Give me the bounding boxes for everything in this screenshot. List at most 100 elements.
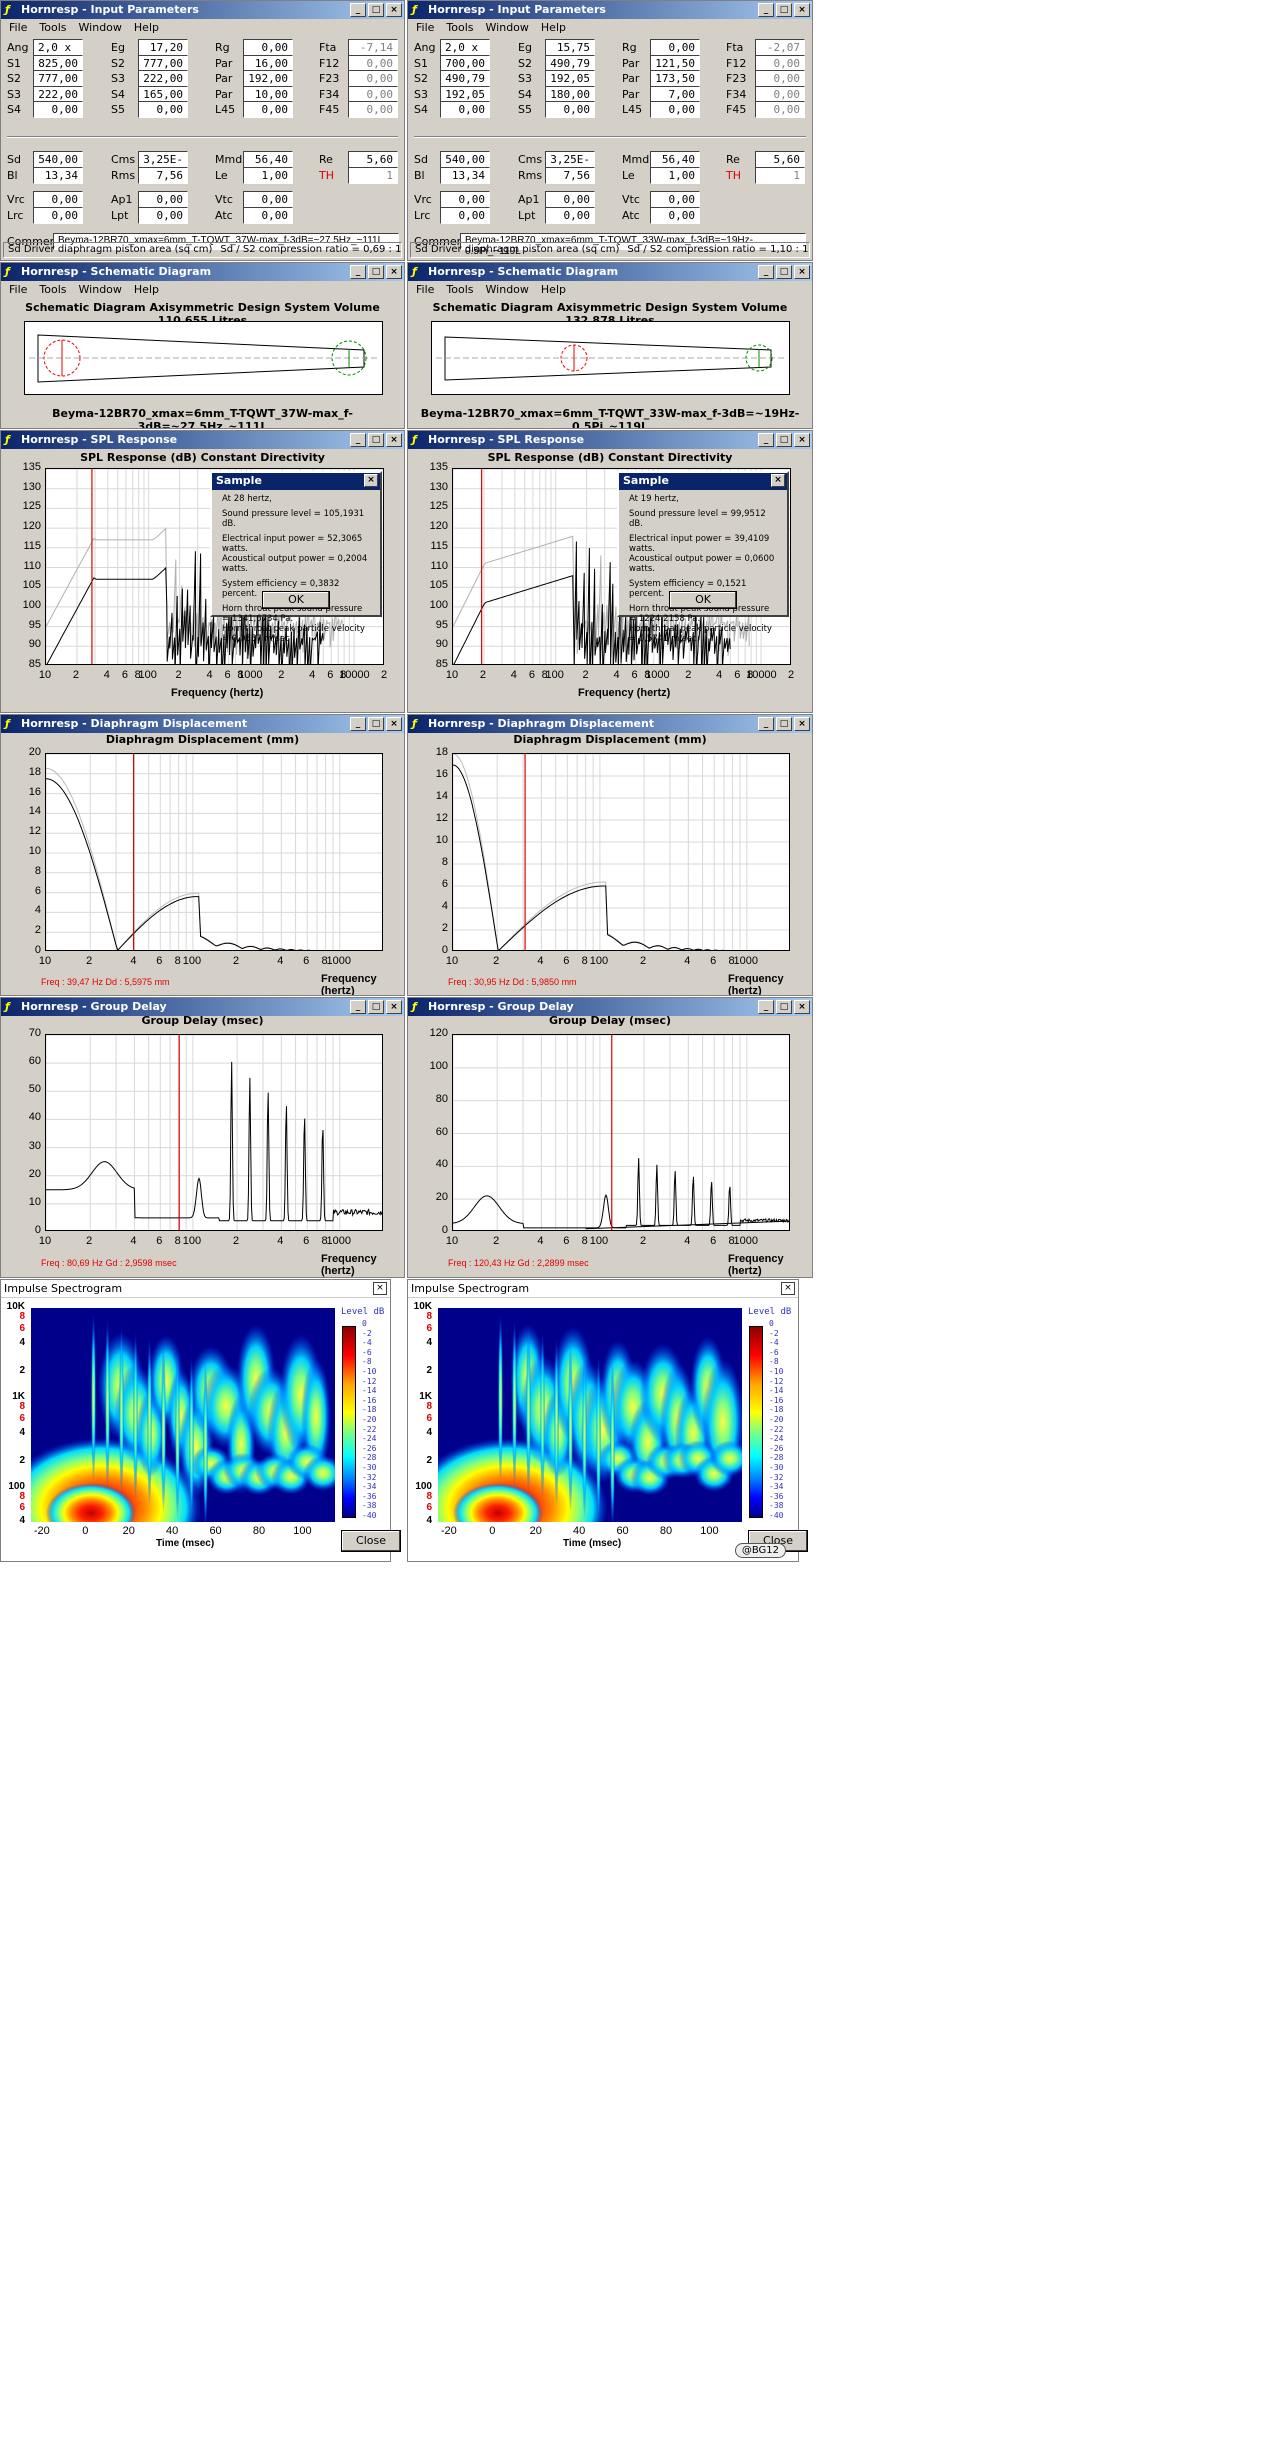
field-par3[interactable]: 10,00 xyxy=(243,85,293,103)
field-mmd[interactable]: 56,40 xyxy=(243,151,293,168)
ok-button[interactable]: OK xyxy=(262,591,330,609)
menu-window[interactable]: Window xyxy=(78,21,122,34)
field-l45[interactable]: 0,00 xyxy=(243,101,293,118)
field-s4a[interactable]: 180,00 xyxy=(545,85,595,103)
field-bl[interactable]: 13,34 xyxy=(440,166,490,184)
close-button[interactable]: × xyxy=(386,3,402,17)
field-par2[interactable]: 173,50 xyxy=(650,70,700,87)
minimize-button[interactable]: _ xyxy=(350,433,366,447)
field-f45[interactable]: 0,00 xyxy=(755,101,805,118)
menu-file[interactable]: File xyxy=(416,283,435,296)
field-par2[interactable]: 192,00 xyxy=(243,70,293,87)
menu-tools[interactable]: Tools xyxy=(446,21,474,34)
close-button[interactable]: × xyxy=(386,1000,402,1014)
field-par1[interactable]: 16,00 xyxy=(243,54,293,72)
maximize-button[interactable]: □ xyxy=(368,1000,384,1014)
field-th[interactable]: 1 xyxy=(755,166,805,184)
menu-help[interactable]: Help xyxy=(540,283,566,296)
field-lrc[interactable]: 0,00 xyxy=(440,206,490,224)
menu-tools[interactable]: Tools xyxy=(39,283,67,296)
field-re[interactable]: 5,60 xyxy=(755,151,805,168)
field-eg[interactable]: 17,20 xyxy=(138,39,188,56)
field-rms[interactable]: 7,56 xyxy=(545,166,595,184)
field-eg[interactable]: 15,75 xyxy=(545,39,595,56)
field-lpt[interactable]: 0,00 xyxy=(545,206,595,224)
field-s3[interactable]: 192,05 xyxy=(440,85,490,103)
minimize-button[interactable]: _ xyxy=(758,265,774,279)
field-f34[interactable]: 0,00 xyxy=(348,85,398,103)
field-s1[interactable]: 700,00 xyxy=(440,54,490,72)
field-vrc[interactable]: 0,00 xyxy=(440,191,490,208)
minimize-button[interactable]: _ xyxy=(758,433,774,447)
maximize-button[interactable]: □ xyxy=(776,433,792,447)
minimize-button[interactable]: _ xyxy=(350,3,366,17)
field-s3[interactable]: 222,00 xyxy=(33,85,83,103)
menu-file[interactable]: File xyxy=(9,283,28,296)
menu-window[interactable]: Window xyxy=(485,21,529,34)
menu-window[interactable]: Window xyxy=(485,283,529,296)
maximize-button[interactable]: □ xyxy=(776,265,792,279)
field-rms[interactable]: 7,56 xyxy=(138,166,188,184)
field-vtc[interactable]: 0,00 xyxy=(650,191,700,208)
field-s4a[interactable]: 165,00 xyxy=(138,85,188,103)
field-l45[interactable]: 0,00 xyxy=(650,101,700,118)
minimize-button[interactable]: _ xyxy=(758,1000,774,1014)
field-ap1[interactable]: 0,00 xyxy=(545,191,595,208)
field-ang[interactable]: 2,0 x Pi xyxy=(33,39,83,67)
maximize-button[interactable]: □ xyxy=(776,3,792,17)
field-s1[interactable]: 825,00 xyxy=(33,54,83,72)
field-s2[interactable]: 490,79 xyxy=(440,70,490,87)
field-cms[interactable]: 3,25E-04 xyxy=(138,151,188,179)
minimize-button[interactable]: _ xyxy=(350,717,366,731)
maximize-button[interactable]: □ xyxy=(776,717,792,731)
close-button[interactable]: × xyxy=(386,433,402,447)
field-le[interactable]: 1,00 xyxy=(243,166,293,184)
field-sd[interactable]: 540,00 xyxy=(440,151,490,168)
field-ang[interactable]: 2,0 x Pi xyxy=(440,39,490,67)
comment-field[interactable]: Beyma-12BR70_xmax=6mm_T-TQWT_37W-max_f-3… xyxy=(53,233,399,250)
minimize-button[interactable]: _ xyxy=(758,717,774,731)
field-f34[interactable]: 0,00 xyxy=(755,85,805,103)
field-s5[interactable]: 0,00 xyxy=(545,101,595,118)
field-f12[interactable]: 0,00 xyxy=(348,54,398,72)
field-s4[interactable]: 0,00 xyxy=(440,101,490,118)
field-s2a[interactable]: 777,00 xyxy=(138,54,188,72)
close-button[interactable]: × xyxy=(794,433,810,447)
maximize-button[interactable]: □ xyxy=(368,717,384,731)
close-button[interactable]: × xyxy=(794,3,810,17)
menu-help[interactable]: Help xyxy=(133,21,159,34)
field-lrc[interactable]: 0,00 xyxy=(33,206,83,224)
field-f12[interactable]: 0,00 xyxy=(755,54,805,72)
field-s3a[interactable]: 222,00 xyxy=(138,70,188,87)
maximize-button[interactable]: □ xyxy=(776,1000,792,1014)
minimize-button[interactable]: _ xyxy=(350,265,366,279)
close-icon[interactable]: × xyxy=(781,1282,795,1295)
field-fta[interactable]: -7,14 xyxy=(348,39,398,56)
field-atc[interactable]: 0,00 xyxy=(243,206,293,224)
field-sd[interactable]: 540,00 xyxy=(33,151,83,168)
menu-window[interactable]: Window xyxy=(78,283,122,296)
maximize-button[interactable]: □ xyxy=(368,3,384,17)
field-rg[interactable]: 0,00 xyxy=(243,39,293,56)
dialog-close-button[interactable]: × xyxy=(771,474,785,487)
close-button[interactable]: × xyxy=(794,265,810,279)
menu-file[interactable]: File xyxy=(9,21,28,34)
close-button[interactable]: × xyxy=(794,1000,810,1014)
minimize-button[interactable]: _ xyxy=(350,1000,366,1014)
dialog-close-button[interactable]: × xyxy=(364,474,378,487)
field-par1[interactable]: 121,50 xyxy=(650,54,700,72)
field-vtc[interactable]: 0,00 xyxy=(243,191,293,208)
field-f23[interactable]: 0,00 xyxy=(348,70,398,87)
close-icon[interactable]: × xyxy=(373,1282,387,1295)
field-s2a[interactable]: 490,79 xyxy=(545,54,595,72)
menu-help[interactable]: Help xyxy=(540,21,566,34)
menu-tools[interactable]: Tools xyxy=(446,283,474,296)
field-s5[interactable]: 0,00 xyxy=(138,101,188,118)
field-vrc[interactable]: 0,00 xyxy=(33,191,83,208)
field-f23[interactable]: 0,00 xyxy=(755,70,805,87)
menu-tools[interactable]: Tools xyxy=(39,21,67,34)
menu-help[interactable]: Help xyxy=(133,283,159,296)
close-button[interactable]: × xyxy=(386,717,402,731)
field-f45[interactable]: 0,00 xyxy=(348,101,398,118)
field-le[interactable]: 1,00 xyxy=(650,166,700,184)
